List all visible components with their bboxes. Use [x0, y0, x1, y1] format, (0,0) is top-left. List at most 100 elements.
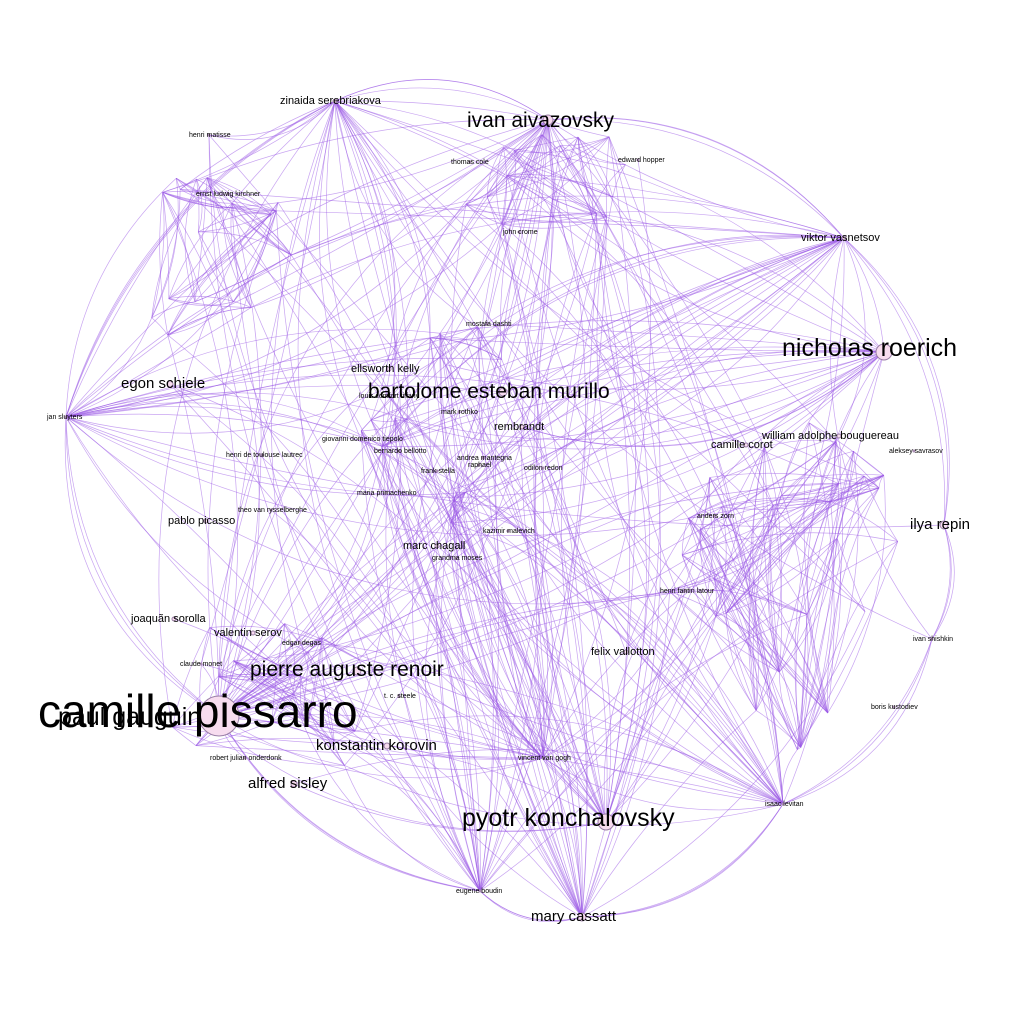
edge: [681, 554, 714, 579]
node-jan-sluyters[interactable]: [64, 415, 68, 419]
node-vincent-van-gogh[interactable]: [541, 756, 545, 760]
node-label-pierre-auguste-renoir: pierre auguste renoir: [250, 658, 444, 681]
node-maria-primachenko[interactable]: [384, 491, 388, 495]
edge: [162, 192, 170, 299]
node-raphael[interactable]: [477, 463, 481, 467]
node-pierre-auguste-renoir[interactable]: [352, 666, 362, 676]
node-camille-corot[interactable]: [743, 442, 749, 448]
edge: [218, 675, 301, 678]
edge: [507, 136, 610, 176]
edge: [271, 100, 336, 745]
node-aleksey-savrasov[interactable]: [912, 449, 916, 453]
node-valentin-serov[interactable]: [250, 630, 256, 636]
node-louis-comfort-tiffany[interactable]: [385, 394, 389, 398]
node-kazimir-malevich[interactable]: [506, 529, 510, 533]
edge: [381, 446, 784, 805]
edge: [370, 419, 481, 892]
edge: [688, 483, 839, 519]
node-andrea-mantegna[interactable]: [481, 456, 485, 460]
node-pyotr-konchalovsky[interactable]: [597, 813, 615, 831]
node-label-bartolome-esteban-murillo: bartolome esteban murillo: [368, 380, 610, 403]
node-william-adolphe-bouguereau[interactable]: [836, 433, 842, 439]
edge: [605, 136, 610, 217]
node-robert-julian-onderdonk[interactable]: [243, 756, 247, 760]
node-edward-hopper[interactable]: [636, 158, 640, 162]
node-theo-van-rysselberghe[interactable]: [269, 508, 273, 512]
edge: [65, 202, 279, 418]
edge: [450, 522, 784, 805]
node-henri-matisse[interactable]: [207, 133, 211, 137]
node-edgar-degas[interactable]: [298, 641, 302, 645]
edge: [931, 524, 952, 640]
node-ilya-repin[interactable]: [939, 520, 949, 530]
node-egon-schiele[interactable]: [166, 380, 174, 388]
node-felix-vallotton[interactable]: [623, 649, 629, 655]
node-thomas-cole[interactable]: [468, 160, 472, 164]
edge: [218, 492, 466, 717]
node-ernst-ludwig-kirchner[interactable]: [226, 192, 230, 196]
node-john-crome[interactable]: [517, 230, 521, 234]
node-henri-fantin-latour[interactable]: [683, 589, 687, 593]
node-giovanni-domenico-tiepolo[interactable]: [359, 437, 363, 441]
edge: [725, 501, 831, 614]
node-label-zinaida-serebriakova: zinaida serebriakova: [280, 95, 382, 107]
edge: [436, 545, 544, 759]
edge: [581, 803, 784, 918]
node-rembrandt[interactable]: [519, 424, 525, 430]
node-mostafa-dashti[interactable]: [485, 322, 489, 326]
node-label-aleksey-savrasov: aleksey savrasov: [889, 448, 943, 455]
node-t-c-steele[interactable]: [397, 694, 401, 698]
node-eugene-boudin[interactable]: [478, 889, 482, 893]
edge: [688, 518, 802, 748]
node-label-rembrandt: rembrandt: [494, 421, 544, 433]
edge: [577, 136, 784, 805]
node-zinaida-serebriakova[interactable]: [332, 98, 338, 104]
edge: [65, 416, 466, 496]
edge: [167, 119, 549, 336]
edge: [681, 554, 757, 711]
node-joaquin-sorolla[interactable]: [171, 616, 177, 622]
edge: [561, 216, 607, 823]
edge: [450, 119, 555, 523]
node-anders-zorn[interactable]: [713, 514, 717, 518]
node-camille-pissarro[interactable]: [198, 695, 240, 737]
edge: [394, 418, 544, 759]
node-label-vincent-van-gogh: vincent van gogh: [518, 755, 571, 762]
edge: [809, 422, 880, 489]
edge: [772, 487, 879, 506]
node-frank-stella[interactable]: [435, 469, 439, 473]
edge: [385, 418, 481, 892]
edge: [291, 119, 549, 256]
node-boris-kustodiev[interactable]: [892, 705, 896, 709]
node-bernardo-bellotto[interactable]: [397, 449, 401, 453]
edge: [465, 491, 784, 805]
node-henri-de-toulouse-lautrec[interactable]: [260, 453, 264, 457]
node-marc-chagall[interactable]: [434, 543, 440, 549]
node-pablo-picasso[interactable]: [203, 518, 209, 524]
node-ivan-shishkin[interactable]: [930, 637, 934, 641]
node-odilon-redon[interactable]: [541, 466, 545, 470]
node-nicholas-roerich[interactable]: [875, 343, 893, 361]
edge: [65, 196, 488, 418]
node-bartolome-esteban-murillo[interactable]: [498, 387, 508, 397]
node-mark-rothko[interactable]: [457, 410, 461, 414]
edge: [446, 351, 885, 391]
node-mary-cassatt[interactable]: [577, 912, 587, 922]
node-ivan-aivazovsky[interactable]: [542, 114, 554, 126]
node-label-john-crome: john crome: [502, 229, 538, 236]
node-isaac-levitan[interactable]: [781, 802, 785, 806]
node-alfred-sisley[interactable]: [290, 780, 298, 788]
node-ellsworth-kelly[interactable]: [386, 366, 392, 372]
node-viktor-vasnetsov[interactable]: [841, 235, 847, 241]
edge: [681, 518, 689, 555]
edge: [218, 491, 466, 717]
node-label-pablo-picasso: pablo picasso: [168, 515, 235, 527]
edge: [800, 538, 841, 748]
node-konstantin-korovin[interactable]: [383, 742, 391, 750]
node-grandma-moses[interactable]: [454, 556, 458, 560]
edge: [782, 501, 834, 805]
node-claude-monet[interactable]: [199, 662, 203, 666]
edge: [605, 237, 845, 823]
edge: [755, 441, 837, 711]
edge: [486, 134, 543, 197]
